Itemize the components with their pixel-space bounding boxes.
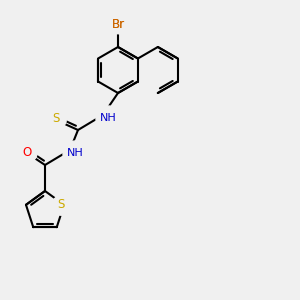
Text: O: O bbox=[22, 146, 32, 158]
Text: Br: Br bbox=[111, 19, 124, 32]
Text: S: S bbox=[57, 198, 65, 211]
Text: NH: NH bbox=[100, 113, 116, 123]
Text: NH: NH bbox=[67, 148, 83, 158]
Text: S: S bbox=[52, 112, 60, 125]
Text: Br: Br bbox=[111, 19, 124, 32]
